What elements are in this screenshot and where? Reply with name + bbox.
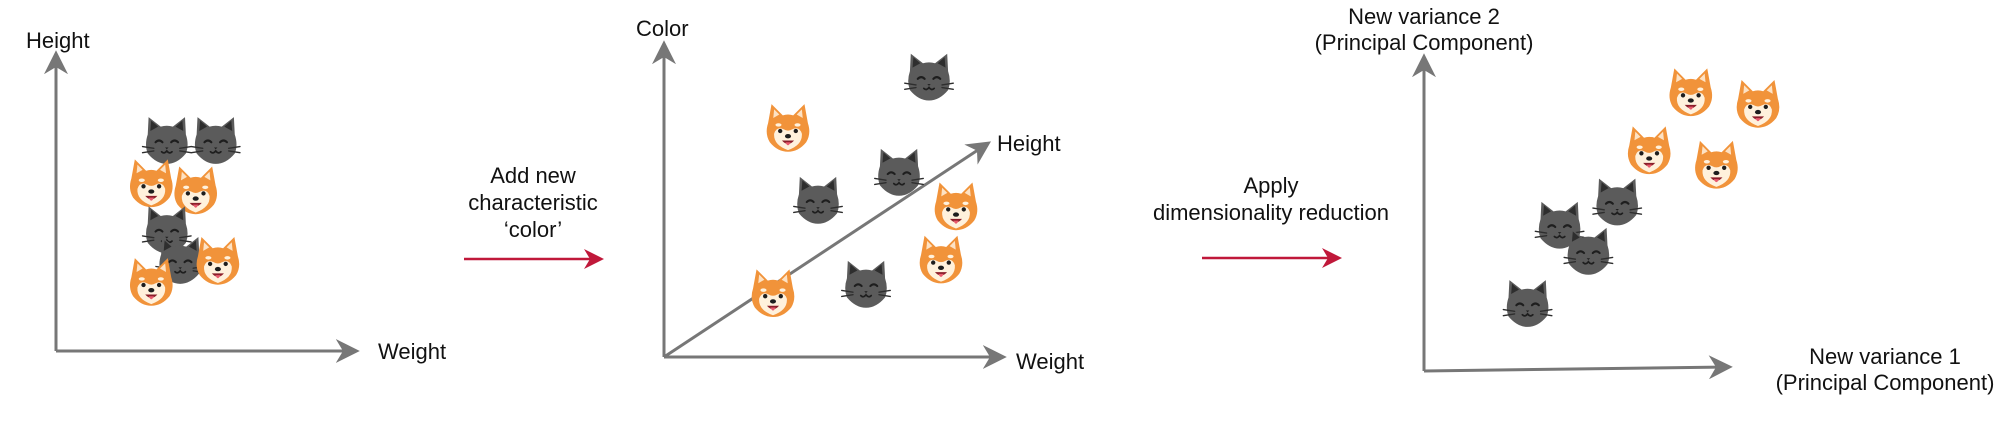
panel2-z-axis: [663, 141, 992, 359]
transition1-line1: Add new: [490, 163, 576, 188]
panel-original-2d: Height Weight: [26, 28, 446, 364]
panel-reduced-principal-components: New variance 2 (Principal Component) New…: [1315, 4, 1995, 395]
shiba-dog-face-icon-2: [766, 104, 810, 152]
shiba-dog-face-icon-1: [1669, 68, 1713, 117]
cat-face-icon-7: [840, 259, 892, 309]
transition1-line2: characteristic: [468, 190, 598, 215]
cat-face-icon-1: [141, 116, 193, 165]
transition2-line1: Apply: [1243, 173, 1298, 198]
shiba-dog-face-icon-2: [1736, 80, 1780, 128]
transition1-line3: ‘color’: [504, 217, 562, 242]
panel2-z-axis-label: Height: [997, 131, 1061, 156]
shiba-dog-face-icon-6: [919, 235, 963, 284]
panel1-x-axis-label: Weight: [378, 339, 446, 364]
panel3-animals: [1502, 68, 1780, 328]
panel1-animals: [129, 116, 242, 306]
panel1-y-axis-label: Height: [26, 28, 90, 53]
cat-face-icon-5: [1591, 177, 1643, 227]
transition2-line2: dimensionality reduction: [1153, 200, 1389, 225]
cat-face-icon-4: [792, 175, 844, 225]
shiba-dog-face-icon-8: [751, 269, 795, 317]
shiba-dog-face-icon-7: [196, 237, 240, 285]
transition-add-color: Add new characteristic ‘color’: [464, 163, 604, 269]
shiba-dog-face-icon-5: [934, 182, 978, 231]
panel2-y-axis-label: Color: [636, 16, 689, 41]
panel2-x-axis-label: Weight: [1016, 349, 1084, 374]
panel2-animals: [751, 52, 978, 317]
panel3-x-axis-label-line2: (Principal Component): [1776, 370, 1995, 395]
shiba-dog-face-icon-4: [174, 166, 218, 215]
panel3-x-axis: [1423, 355, 1733, 380]
cat-face-icon-7: [1563, 226, 1614, 276]
panel3-x-axis-label-line1: New variance 1: [1809, 344, 1961, 369]
cat-face-icon-1: [903, 52, 955, 102]
panel3-y-axis-label-line1: New variance 2: [1348, 4, 1500, 29]
cat-face-icon-8: [1502, 279, 1553, 328]
shiba-dog-face-icon-8: [129, 258, 173, 306]
panel3-y-axis-label-line2: (Principal Component): [1315, 30, 1534, 55]
shiba-dog-face-icon-4: [1695, 140, 1738, 189]
shiba-dog-face-icon-3: [129, 159, 173, 208]
panel-added-dimension-3d: Color Weight Height: [636, 16, 1084, 374]
shiba-dog-face-icon-3: [1627, 126, 1671, 175]
cat-face-icon-2: [190, 116, 242, 165]
cat-face-icon-3: [873, 147, 925, 197]
transition-apply-reduction: Apply dimensionality reduction: [1153, 173, 1389, 268]
